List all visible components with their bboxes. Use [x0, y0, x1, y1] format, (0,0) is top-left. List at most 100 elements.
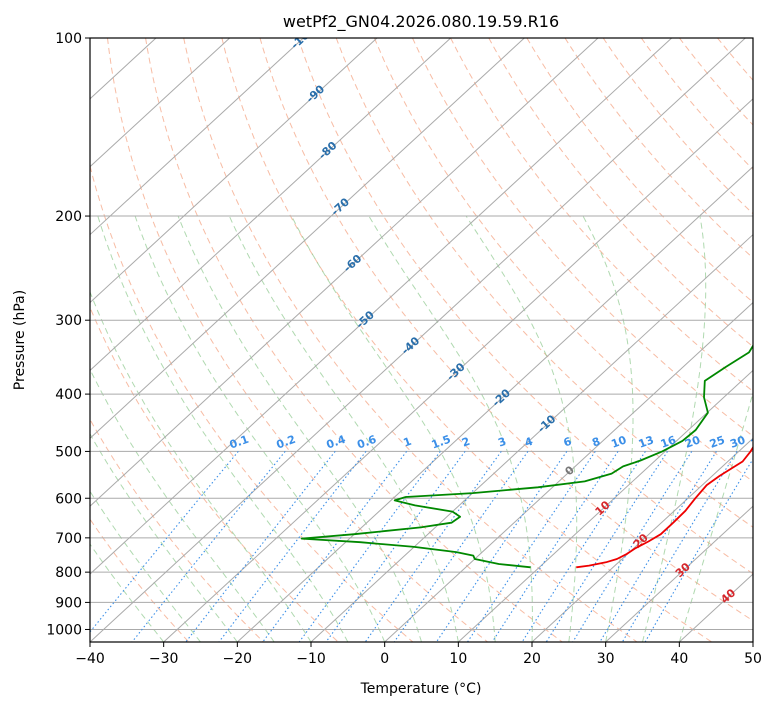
dry-adiabat-line	[90, 518, 190, 642]
x-tick-label: 0	[380, 651, 389, 667]
x-tick-label: 30	[597, 651, 615, 667]
x-tick-label: 20	[523, 651, 541, 667]
y-tick-label: 100	[55, 31, 82, 47]
mixing-ratio-label: 3	[496, 435, 508, 450]
y-tick-label: 300	[55, 313, 82, 329]
mixing-ratio-line	[435, 451, 568, 642]
x-tick-label: 10	[449, 651, 467, 667]
mixing-ratio-label: 36	[749, 433, 768, 451]
dry-adiabat-line	[564, 38, 753, 259]
isotherm-line	[310, 233, 753, 642]
x-tick-label: 50	[744, 651, 762, 667]
isotherm-line	[163, 98, 753, 642]
dry-adiabat-line	[183, 38, 638, 642]
plot-frame	[89, 37, 754, 643]
moist-adiabat-line	[90, 290, 312, 642]
moist-adiabat-line	[465, 215, 578, 642]
moist-adiabat-line	[582, 215, 634, 642]
isotherm-line	[90, 38, 525, 439]
dry-adiabat-line	[450, 38, 753, 392]
mixing-ratio-line	[521, 451, 646, 642]
mixing-ratio-label: 20	[683, 433, 702, 451]
mixing-ratio-line	[90, 451, 239, 633]
mixing-ratio-label: 1	[402, 435, 414, 450]
isotherm-line	[678, 573, 753, 642]
mixing-ratio-line	[262, 451, 408, 642]
x-tick-label: −40	[75, 651, 105, 667]
dry-adiabat-line	[221, 38, 712, 642]
dry-adiabat-line	[145, 38, 563, 642]
isotherm-line	[605, 505, 753, 642]
dry-adiabat-line	[679, 38, 753, 126]
isotherm-line	[531, 437, 753, 642]
dewpoint-profile-line	[300, 344, 753, 569]
mixing-ratio-line	[393, 451, 529, 642]
mixing-ratio-label: 8	[590, 435, 602, 450]
isotherm-line	[384, 301, 753, 642]
moist-adiabat-line	[228, 215, 459, 642]
mixing-ratio-label: 0.1	[228, 433, 251, 452]
mixing-ratio-label: 10	[609, 433, 628, 451]
x-axis-ticks: −40 −30 −20 −10 0 10 20 30 40 50	[75, 642, 762, 667]
isotherm-line	[90, 38, 599, 507]
isotherm-line	[90, 38, 304, 236]
dry-adiabat-line	[526, 38, 753, 303]
dry-adiabat-line	[640, 38, 753, 171]
moist-adiabat-line	[177, 215, 422, 642]
dry-adiabat-line	[373, 38, 753, 483]
moist-adiabat-line	[368, 215, 533, 642]
x-axis-label: Temperature (°C)	[360, 681, 482, 697]
mixing-ratio-label: 0.2	[275, 433, 298, 452]
isotherm-line	[90, 38, 673, 575]
mixing-ratio-line	[325, 451, 466, 642]
dry-adiabat-line	[90, 306, 339, 642]
mixing-ratio-label: 0.4	[325, 433, 348, 452]
mixing-ratio-line	[131, 451, 286, 642]
dry-adiabat-line	[756, 38, 775, 642]
moist-adiabat-line	[642, 215, 707, 642]
mixing-ratio-line	[599, 451, 717, 642]
background-lines	[0, 38, 775, 642]
mixing-ratio-line	[644, 458, 753, 642]
y-tick-label: 900	[55, 595, 82, 611]
dry-adiabat-line	[90, 163, 414, 642]
y-tick-label: 500	[55, 444, 82, 460]
x-tick-label: 40	[670, 651, 688, 667]
y-tick-label: 600	[55, 491, 82, 507]
isotherm-labels: -100-90-80-70-60-50-40-30-20-10010203040…	[228, 38, 768, 606]
temperature-profile-line	[576, 445, 753, 569]
mixing-ratio-line	[572, 451, 693, 642]
mixing-ratio-line	[491, 451, 619, 642]
dry-adiabat-line	[297, 38, 753, 575]
y-tick-label: 1000	[46, 622, 82, 638]
mixing-ratio-line	[185, 451, 336, 642]
x-tick-label: −20	[223, 651, 253, 667]
dry-adiabat-line	[335, 38, 753, 528]
mixing-ratio-label: 1.5	[430, 433, 453, 452]
moist-adiabat-line	[291, 215, 496, 642]
isotherm-line	[0, 38, 9, 642]
dry-adiabat-line	[602, 38, 753, 215]
y-tick-label: 800	[55, 565, 82, 581]
isotherm-line	[752, 641, 753, 642]
y-axis-label: Pressure (hPa)	[12, 290, 28, 390]
mixing-ratio-line	[364, 451, 502, 642]
x-tick-label: −30	[149, 651, 179, 667]
isotherm-line	[90, 38, 378, 304]
x-tick-label: −10	[296, 651, 326, 667]
mixing-ratio-label: 30	[728, 433, 747, 451]
y-tick-label: 700	[55, 531, 82, 547]
dry-adiabat-line	[488, 38, 753, 348]
mixing-ratio-label: 13	[637, 433, 656, 450]
chart-title: wetPf2_GN04.2026.080.19.59.R16	[283, 12, 559, 32]
mixing-ratio-label: 2	[460, 435, 472, 450]
y-tick-label: 200	[55, 209, 82, 225]
dry-adiabat-line	[412, 38, 753, 437]
mixing-ratio-line	[467, 451, 596, 642]
isotherm-line	[457, 369, 753, 642]
dry-adiabat-line	[107, 38, 488, 642]
isotherm-line	[90, 38, 231, 168]
isotherm-line	[90, 38, 452, 372]
mixing-ratio-label: 25	[708, 433, 727, 450]
